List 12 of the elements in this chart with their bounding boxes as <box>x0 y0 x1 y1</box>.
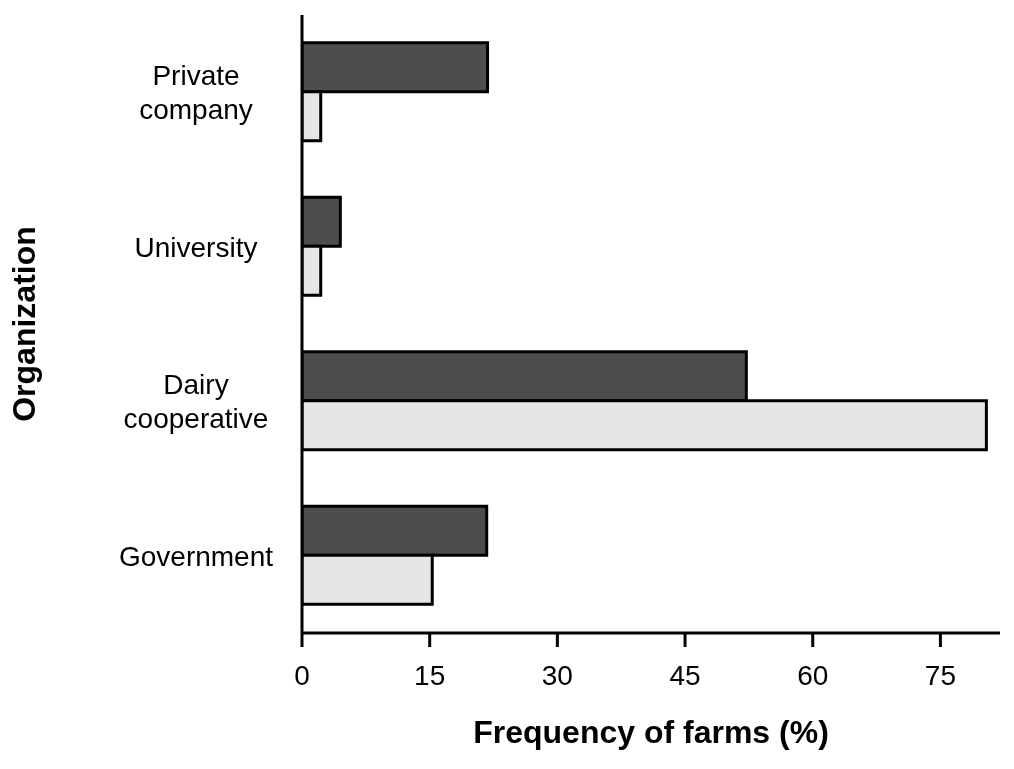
x-tick-label: 60 <box>797 659 829 691</box>
x-tick-label: 15 <box>414 659 446 691</box>
y-tick-label: Dairy cooperative <box>123 368 269 434</box>
x-tick-label: 75 <box>924 659 956 691</box>
x-tick-label: 0 <box>294 659 310 691</box>
y-tick-label: University <box>134 231 258 263</box>
x-tick-label: 45 <box>669 659 701 691</box>
y-axis-title: Organization <box>6 226 43 422</box>
x-axis-title: Frequency of farms (%) <box>473 714 829 750</box>
y-tick-label: Government <box>118 540 274 572</box>
x-tick-label: 30 <box>541 659 573 691</box>
y-tick-label: Private company <box>139 59 253 125</box>
